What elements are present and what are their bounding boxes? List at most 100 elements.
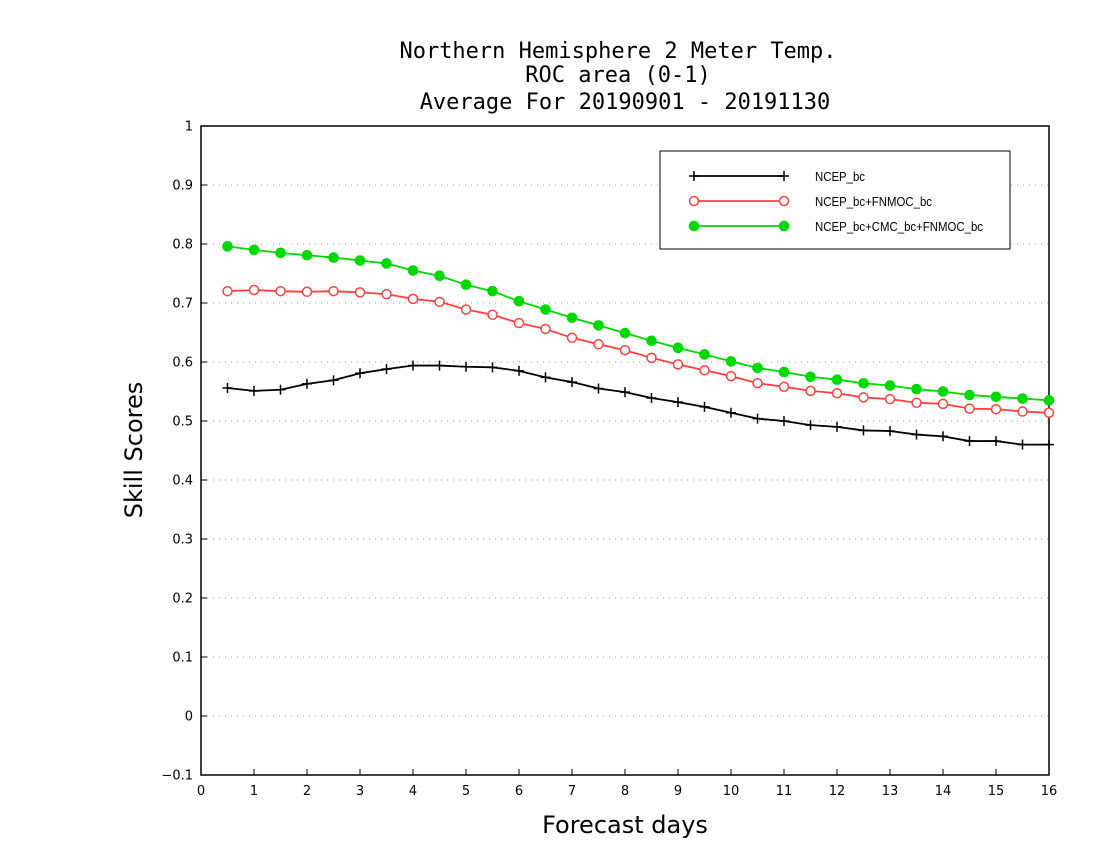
data-point bbox=[593, 383, 604, 394]
series-group bbox=[222, 241, 1055, 450]
data-point bbox=[725, 370, 737, 382]
data-point bbox=[885, 426, 895, 437]
data-point bbox=[619, 344, 631, 356]
x-tick-label: 15 bbox=[988, 784, 1005, 799]
data-point bbox=[884, 393, 896, 405]
data-point bbox=[513, 317, 525, 329]
data-point bbox=[831, 374, 843, 386]
y-tick-label: 1 bbox=[185, 120, 193, 135]
data-point bbox=[779, 416, 789, 426]
data-point bbox=[566, 332, 578, 344]
y-tick-label: −0.1 bbox=[161, 769, 193, 784]
series-1 bbox=[222, 360, 1054, 450]
y-tick-label: 0.4 bbox=[172, 474, 193, 489]
y-tick-label: 0.1 bbox=[172, 651, 193, 666]
data-point bbox=[248, 284, 260, 296]
data-point bbox=[938, 431, 948, 442]
data-point bbox=[699, 349, 710, 360]
title-line-2: ROC area (0-1) bbox=[525, 63, 710, 88]
data-point bbox=[832, 421, 842, 432]
data-point bbox=[434, 296, 445, 308]
x-tick-label: 0 bbox=[197, 784, 205, 799]
x-tick-label: 16 bbox=[1041, 784, 1058, 799]
data-point bbox=[805, 385, 816, 397]
grid-lines bbox=[201, 184, 1049, 717]
legend-item-3: NCEP_bc+CMC_bc+FNMOC_bc bbox=[688, 219, 983, 234]
data-point bbox=[275, 285, 286, 297]
legend-marker bbox=[689, 171, 699, 181]
data-point bbox=[990, 403, 1002, 415]
data-point bbox=[301, 249, 313, 261]
data-point bbox=[620, 387, 630, 398]
data-point bbox=[937, 398, 949, 410]
data-point bbox=[672, 359, 684, 370]
data-point bbox=[752, 413, 763, 424]
data-point bbox=[222, 285, 233, 297]
data-point bbox=[381, 258, 392, 269]
data-point bbox=[514, 365, 524, 376]
data-point bbox=[328, 375, 339, 386]
data-point bbox=[355, 368, 365, 379]
legend-marker bbox=[688, 195, 700, 207]
data-point bbox=[752, 377, 763, 389]
data-point bbox=[911, 383, 922, 395]
data-point bbox=[964, 389, 975, 401]
y-tick-label: 0.8 bbox=[172, 238, 193, 253]
data-point bbox=[1017, 439, 1028, 450]
data-point bbox=[646, 392, 657, 403]
data-point bbox=[408, 360, 418, 371]
legend-marker bbox=[778, 220, 790, 232]
data-point bbox=[884, 380, 896, 391]
legend-marker bbox=[779, 171, 789, 181]
data-point bbox=[937, 386, 949, 397]
data-point bbox=[407, 265, 419, 276]
y-axis-title: Skill Scores bbox=[120, 382, 148, 519]
data-point bbox=[726, 407, 736, 418]
series-2 bbox=[222, 284, 1055, 418]
data-point bbox=[434, 360, 445, 371]
axis-ticks: −0.100.10.20.30.40.50.60.70.80.910 1 2 3 4 5 6… bbox=[161, 120, 1057, 800]
x-tick-label: 14 bbox=[935, 784, 952, 799]
data-point bbox=[540, 372, 551, 383]
y-tick-label: 0 bbox=[185, 710, 193, 725]
y-tick-label: 0.5 bbox=[172, 415, 193, 430]
x-tick-label: 9 bbox=[674, 784, 682, 799]
data-point bbox=[513, 295, 525, 307]
data-point bbox=[328, 285, 339, 297]
data-point bbox=[778, 366, 790, 378]
y-tick-label: 0.7 bbox=[172, 297, 193, 312]
legend: NCEP_bc NCEP_bc+FNMOC_bc NCEP_bc+CMC_bc+FN… bbox=[659, 150, 1011, 250]
data-point bbox=[460, 279, 472, 291]
data-point bbox=[1043, 395, 1055, 406]
data-point bbox=[805, 371, 816, 383]
legend-item-1: NCEP_bc bbox=[689, 169, 865, 184]
data-point bbox=[275, 384, 286, 395]
data-point bbox=[911, 397, 922, 408]
data-point bbox=[752, 362, 763, 374]
data-point bbox=[407, 293, 419, 305]
series-line bbox=[227, 245, 1050, 402]
x-tick-label: 3 bbox=[356, 784, 364, 799]
x-tick-label: 6 bbox=[515, 784, 523, 799]
x-tick-label: 4 bbox=[409, 784, 417, 799]
data-point bbox=[354, 287, 366, 298]
legend-box bbox=[659, 150, 1011, 250]
data-point bbox=[487, 285, 498, 297]
data-point bbox=[460, 304, 472, 315]
legend-marker bbox=[778, 195, 790, 207]
data-point bbox=[672, 342, 684, 354]
chart-title: Northern Hemisphere 2 Meter Temp. ROC ar… bbox=[399, 39, 836, 115]
data-point bbox=[964, 436, 975, 447]
legend-label: NCEP_bc+CMC_bc+FNMOC_bc bbox=[815, 219, 983, 234]
data-point bbox=[381, 364, 392, 375]
data-point bbox=[1017, 406, 1028, 417]
legend-items: NCEP_bc NCEP_bc+FNMOC_bc NCEP_bc+CMC_bc+FN… bbox=[688, 169, 983, 234]
x-tick-label: 11 bbox=[776, 784, 793, 799]
y-tick-label: 0.3 bbox=[172, 533, 193, 548]
data-point bbox=[778, 381, 790, 393]
data-point bbox=[699, 401, 710, 412]
data-point bbox=[699, 365, 710, 376]
data-point bbox=[1043, 407, 1055, 418]
data-point bbox=[302, 378, 312, 389]
